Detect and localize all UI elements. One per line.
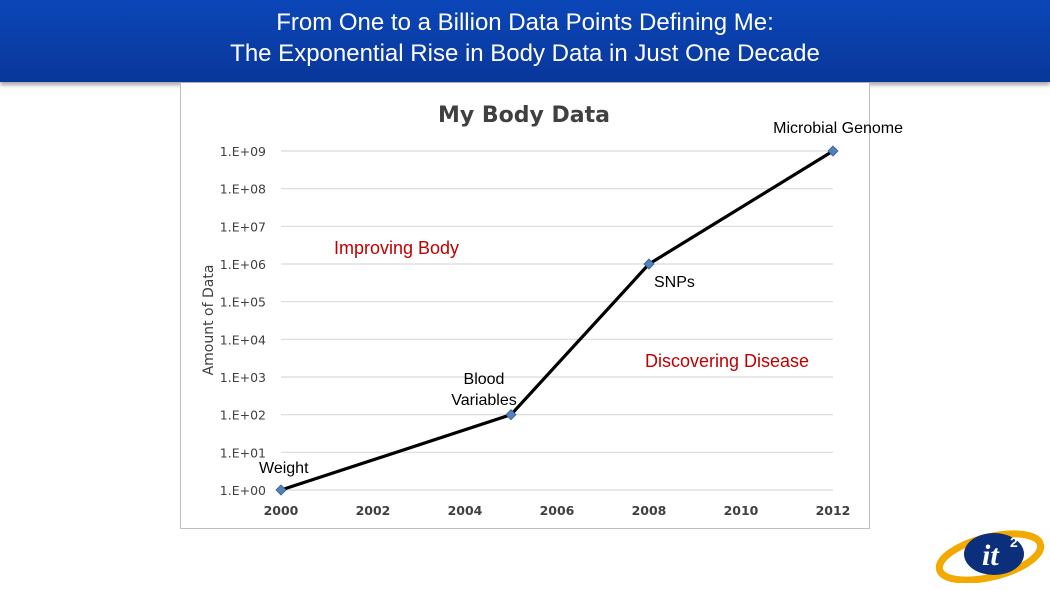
y-tick-label: 1.E+00 xyxy=(220,483,266,498)
x-tick-label: 2008 xyxy=(632,503,667,518)
data-point-marker xyxy=(827,145,839,157)
it2-logo: it 2 xyxy=(935,530,1045,583)
point-label-microbial-genome: Microbial Genome xyxy=(773,120,903,137)
data-point-marker xyxy=(643,258,655,270)
y-tick-label: 1.E+04 xyxy=(220,332,266,347)
data-point-marker xyxy=(275,484,287,496)
x-tick-label: 2010 xyxy=(724,503,759,518)
series-layer xyxy=(275,145,839,496)
y-tick-label: 1.E+06 xyxy=(220,257,266,272)
title-bar: From One to a Billion Data Points Defini… xyxy=(0,0,1050,82)
x-tick-label: 2000 xyxy=(264,503,299,518)
y-tick-label: 1.E+07 xyxy=(220,219,266,234)
point-label-blood-variables: Blood Variables xyxy=(451,371,517,409)
slide-title-line-2: The Exponential Rise in Body Data in Jus… xyxy=(230,40,820,67)
y-tick-label: 1.E+02 xyxy=(220,408,266,423)
point-label-line: Blood xyxy=(464,371,505,388)
point-label-weight: Weight xyxy=(259,460,309,477)
logo-text: it xyxy=(982,539,1000,572)
chart-title: My Body Data xyxy=(438,103,610,128)
label-layer: My Body Data Amount of Data Weight Blood Var… xyxy=(201,103,903,477)
y-tick-label: 1.E+09 xyxy=(220,144,266,159)
logo-blue-disc xyxy=(964,533,1024,575)
axis-layer: 1.E+00 1.E+01 1.E+02 1.E+03 1.E+04 1.E+05 1.E+… xyxy=(220,144,851,518)
annotation-improving-body: Improving Body xyxy=(334,238,459,258)
point-label-snps: SNPs xyxy=(654,274,695,291)
x-tick-label: 2006 xyxy=(540,503,575,518)
y-tick-label: 1.E+08 xyxy=(220,182,266,197)
logo-superscript: 2 xyxy=(1010,534,1018,550)
grid-layer xyxy=(281,150,833,491)
x-tick-label: 2012 xyxy=(816,503,851,518)
data-point-marker xyxy=(505,409,517,421)
series-line xyxy=(280,149,834,492)
point-label-line: Variables xyxy=(451,392,517,409)
x-tick-label: 2004 xyxy=(448,503,483,518)
chart-frame xyxy=(180,83,870,529)
slide-title-line-1: From One to a Billion Data Points Defini… xyxy=(276,9,774,36)
y-axis-label: Amount of Data xyxy=(201,265,217,376)
x-tick-label: 2002 xyxy=(356,503,391,518)
annotation-discovering-disease: Discovering Disease xyxy=(645,351,809,371)
y-tick-label: 1.E+05 xyxy=(220,295,266,310)
y-tick-label: 1.E+01 xyxy=(220,445,266,460)
y-tick-label: 1.E+03 xyxy=(220,370,266,385)
